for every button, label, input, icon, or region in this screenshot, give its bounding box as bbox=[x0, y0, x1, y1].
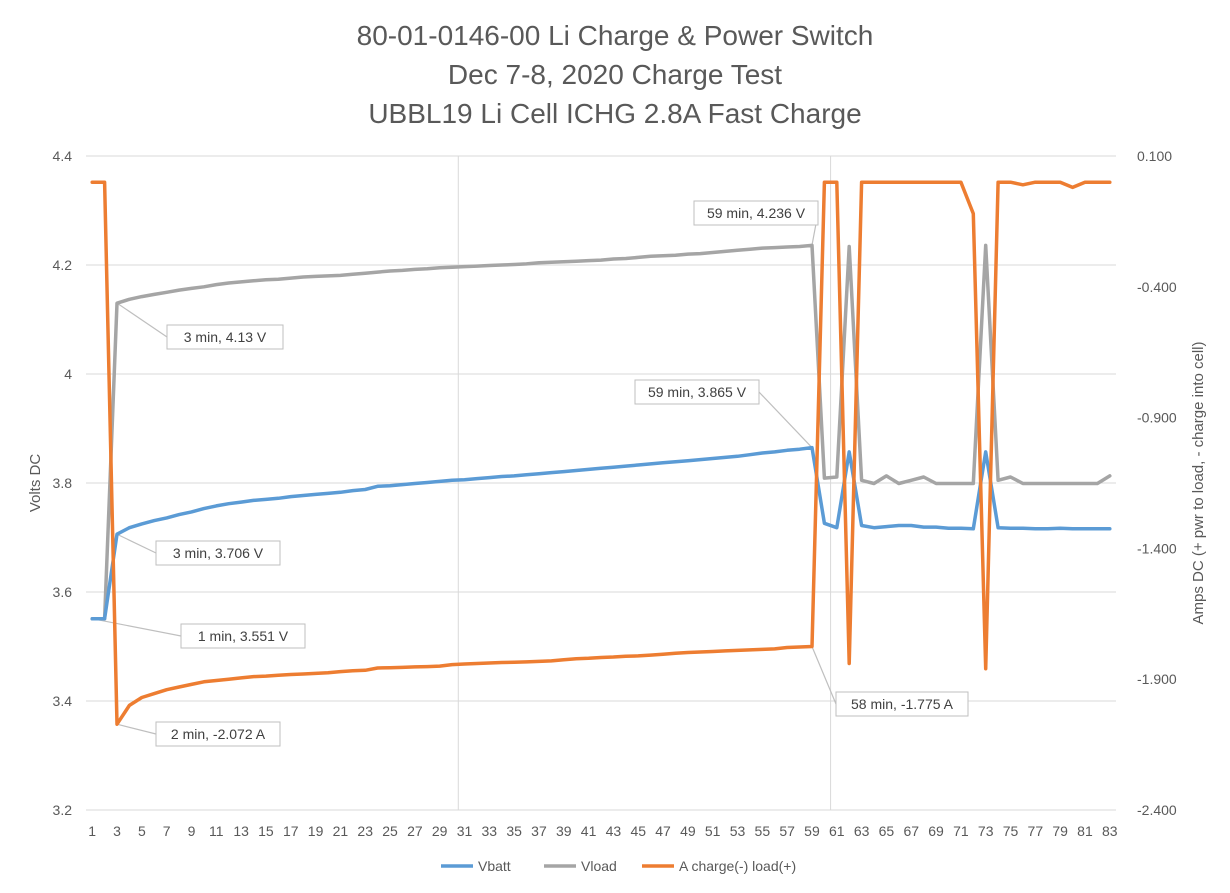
x-tick-label: 69 bbox=[928, 823, 944, 839]
annotations: 1 min, 3.551 V 3 min, 3.706 V 3 min, 4.13 … bbox=[155, 200, 969, 747]
x-tick-label: 19 bbox=[308, 823, 324, 839]
annotation-label: 1 min, 3.551 V bbox=[198, 628, 289, 644]
y2-tick-label: -1.400 bbox=[1137, 540, 1177, 556]
x-tick-label: 29 bbox=[432, 823, 448, 839]
y-tick-label: 3.6 bbox=[53, 584, 73, 600]
annotation-label: 58 min, -1.775 A bbox=[851, 696, 954, 712]
grid bbox=[86, 155, 1116, 811]
annotation-label: 59 min, 4.236 V bbox=[707, 205, 806, 221]
x-tick-label: 49 bbox=[680, 823, 696, 839]
x-tick-label: 25 bbox=[382, 823, 398, 839]
annotation-leader-line bbox=[116, 533, 157, 554]
x-tick-label: 63 bbox=[854, 823, 870, 839]
annotation-box bbox=[155, 540, 281, 566]
annotation-box bbox=[693, 200, 819, 226]
x-tick-label: 61 bbox=[829, 823, 845, 839]
x-tick-label: 75 bbox=[1003, 823, 1019, 839]
x-tick-label: 71 bbox=[953, 823, 969, 839]
annotation-box bbox=[166, 324, 284, 350]
annotation-leader-line bbox=[116, 723, 157, 735]
annotation-box bbox=[634, 379, 760, 405]
series-line-vload bbox=[90, 243, 1112, 621]
x-tick-label: 1 bbox=[88, 823, 96, 839]
series-line-vbatt bbox=[90, 445, 1112, 621]
y-tick-label: 4.4 bbox=[53, 148, 73, 164]
y-tick-label: 4.2 bbox=[53, 257, 73, 273]
chart-title-line-2: Dec 7-8, 2020 Charge Test bbox=[448, 59, 782, 90]
x-tick-label: 67 bbox=[903, 823, 919, 839]
x-tick-label: 9 bbox=[188, 823, 196, 839]
x-tick-label: 53 bbox=[730, 823, 746, 839]
y-axis-left-ticks: 3.2 3.4 3.6 3.8 4 4.2 4.4 bbox=[53, 148, 73, 818]
x-tick-label: 81 bbox=[1077, 823, 1093, 839]
x-tick-label: 13 bbox=[233, 823, 249, 839]
legend: Vbatt Vload A charge(-) load(+) bbox=[441, 858, 796, 874]
x-tick-label: 65 bbox=[879, 823, 895, 839]
x-tick-label: 21 bbox=[333, 823, 349, 839]
x-tick-label: 59 bbox=[804, 823, 820, 839]
x-tick-label: 7 bbox=[163, 823, 171, 839]
y2-tick-label: -0.900 bbox=[1137, 410, 1177, 426]
x-tick-label: 31 bbox=[457, 823, 473, 839]
annotation-leader-line bbox=[92, 618, 182, 637]
x-tick-label: 83 bbox=[1102, 823, 1118, 839]
annotation-leaders bbox=[92, 212, 837, 735]
annotation-label: 59 min, 3.865 V bbox=[648, 384, 747, 400]
annotation-box bbox=[835, 691, 969, 717]
y2-tick-label: 0.100 bbox=[1137, 148, 1172, 164]
y-axis-right-title: Amps DC (+ pwr to load, - charge into ce… bbox=[1190, 341, 1207, 624]
y2-tick-label: -1.900 bbox=[1137, 671, 1177, 687]
x-tick-label: 3 bbox=[113, 823, 121, 839]
y-axis-left-title: Volts DC bbox=[27, 454, 44, 513]
x-tick-label: 5 bbox=[138, 823, 146, 839]
x-tick-label: 15 bbox=[258, 823, 274, 839]
legend-label: A charge(-) load(+) bbox=[679, 858, 796, 874]
x-tick-label: 39 bbox=[556, 823, 572, 839]
x-tick-label: 23 bbox=[357, 823, 373, 839]
y-tick-label: 3.8 bbox=[53, 475, 73, 491]
legend-label: Vload bbox=[581, 858, 617, 874]
x-tick-label: 57 bbox=[779, 823, 795, 839]
annotation-label: 3 min, 4.13 V bbox=[184, 329, 267, 345]
x-tick-label: 47 bbox=[655, 823, 671, 839]
x-tick-label: 33 bbox=[482, 823, 498, 839]
y2-tick-label: -2.400 bbox=[1137, 802, 1177, 818]
x-tick-label: 73 bbox=[978, 823, 994, 839]
x-tick-label: 55 bbox=[755, 823, 771, 839]
chart-title-line-1: 80-01-0146-00 Li Charge & Power Switch bbox=[357, 20, 874, 51]
x-tick-label: 35 bbox=[506, 823, 522, 839]
x-tick-label: 79 bbox=[1052, 823, 1068, 839]
annotation-label: 3 min, 3.706 V bbox=[173, 545, 264, 561]
annotation-leader-line bbox=[811, 646, 837, 705]
y-tick-label: 3.4 bbox=[53, 693, 73, 709]
y-tick-label: 4 bbox=[64, 366, 72, 382]
x-axis-ticks: 1 3 5 7 9 11 13 15 17 19 21 23 25 27 29 31 33 35 37 39 41 43 4… bbox=[88, 823, 1117, 839]
chart-title-line-3: UBBL19 Li Cell ICHG 2.8A Fast Charge bbox=[368, 98, 861, 129]
y-axis-right-ticks: -2.400 -1.900 -1.400 -0.900 -0.400 0.100 bbox=[1137, 148, 1177, 818]
x-tick-label: 11 bbox=[209, 823, 224, 839]
x-tick-label: 17 bbox=[283, 823, 299, 839]
y-tick-label: 3.2 bbox=[53, 802, 73, 818]
annotation-label: 2 min, -2.072 A bbox=[171, 726, 266, 742]
x-tick-label: 43 bbox=[606, 823, 622, 839]
x-tick-label: 77 bbox=[1028, 823, 1044, 839]
chart-title: 80-01-0146-00 Li Charge & Power Switch De… bbox=[357, 20, 874, 129]
y2-tick-label: -0.400 bbox=[1137, 279, 1177, 295]
annotation-leader-line bbox=[116, 302, 168, 338]
annotation-box bbox=[155, 721, 281, 747]
x-tick-label: 37 bbox=[531, 823, 547, 839]
legend-label: Vbatt bbox=[478, 858, 511, 874]
x-tick-label: 41 bbox=[581, 823, 597, 839]
series-line-a-charge-load bbox=[90, 180, 1112, 726]
x-tick-label: 45 bbox=[630, 823, 646, 839]
annotation-box bbox=[180, 623, 306, 649]
series-lines bbox=[90, 180, 1112, 726]
annotation-leader-line bbox=[758, 391, 813, 448]
x-tick-label: 51 bbox=[705, 823, 721, 839]
x-tick-label: 27 bbox=[407, 823, 423, 839]
